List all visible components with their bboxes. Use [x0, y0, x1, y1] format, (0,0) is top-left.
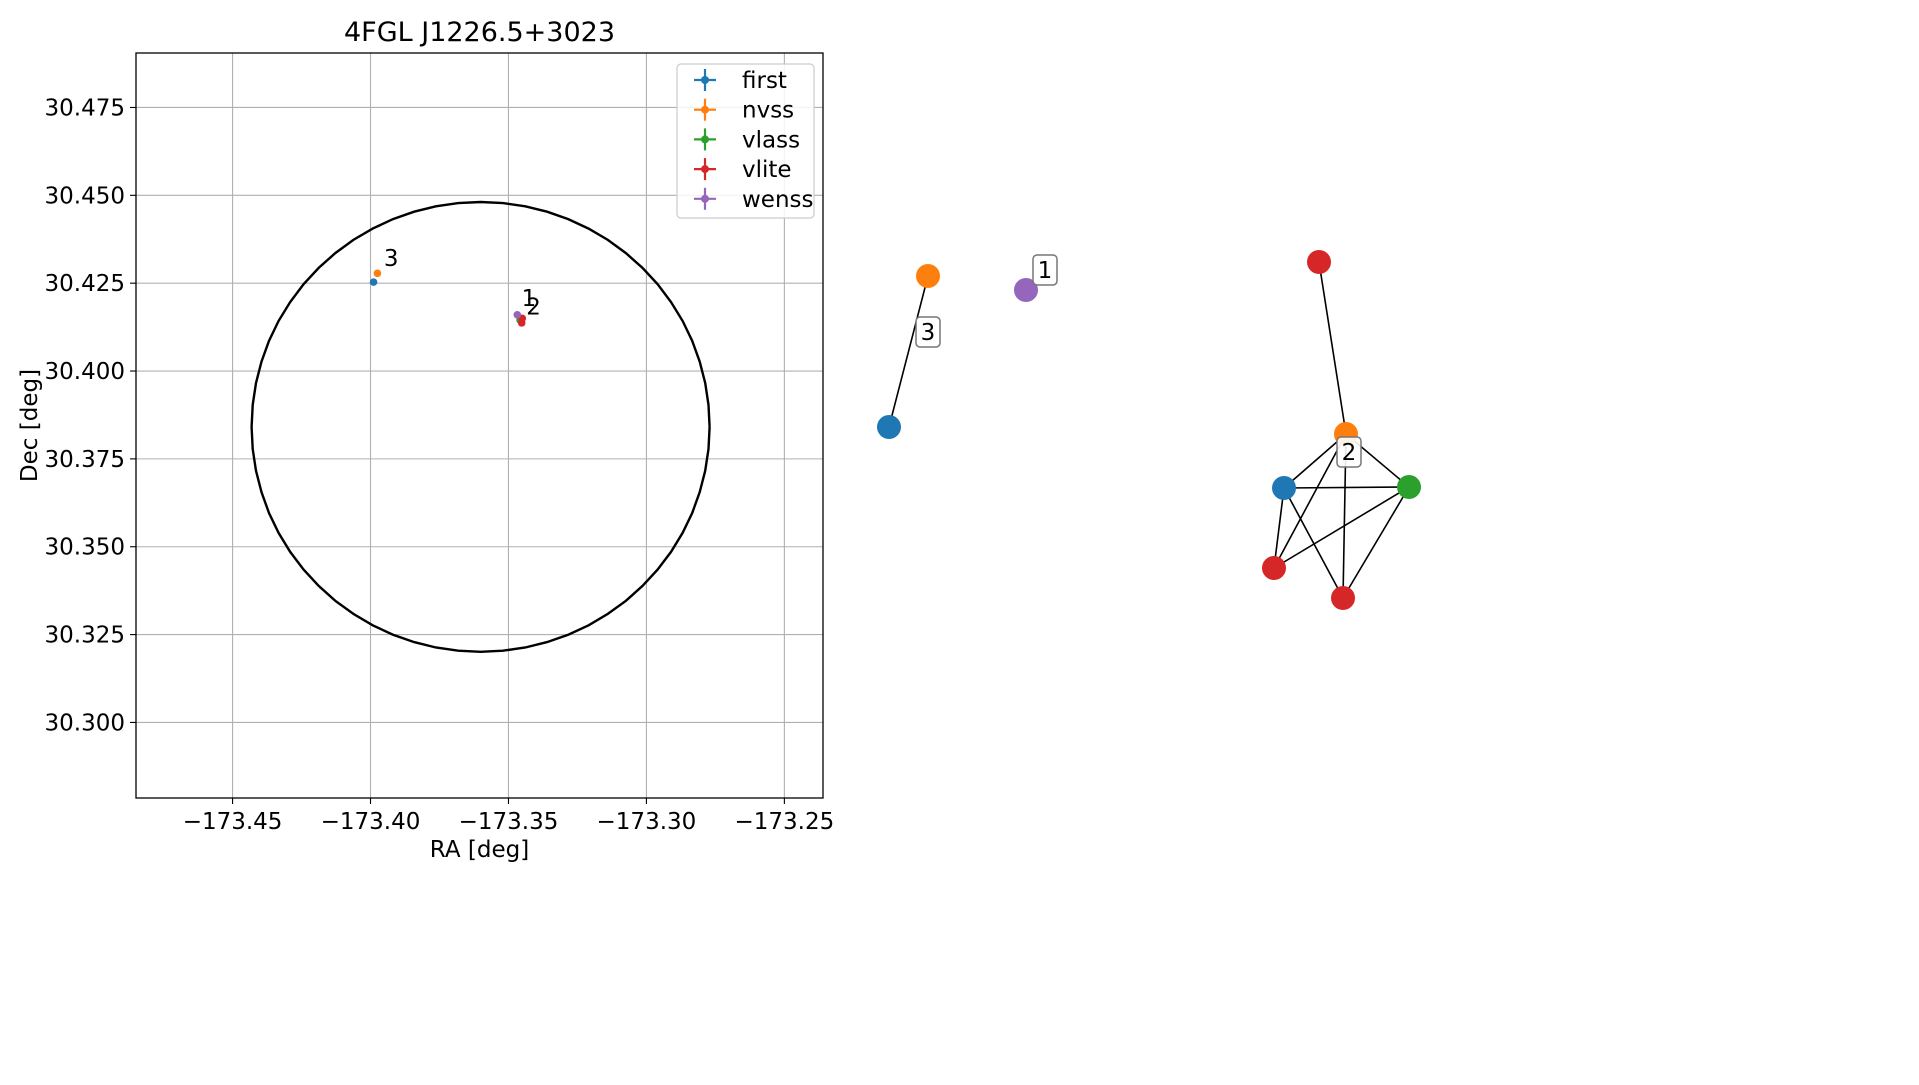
- graph-nodes: [877, 250, 1421, 610]
- graph-label: 2: [1342, 440, 1357, 466]
- graph-node: [1331, 586, 1355, 610]
- sky-position-plot: 312 −173.45 −173.40 −173.35 −173.30 −173.25 …: [17, 17, 834, 863]
- annotations: 3 12: [384, 246, 541, 320]
- annotation-label: 3: [384, 246, 399, 272]
- graph-labels: 3 1 2: [915, 254, 1362, 468]
- error-circle: [250, 200, 711, 654]
- x-tick-label: −173.25: [734, 809, 834, 835]
- point-nvss: [373, 269, 382, 278]
- grid-lines: [136, 53, 823, 798]
- y-tick-label: 30.475: [45, 95, 125, 121]
- y-tick-label: 30.400: [45, 359, 125, 385]
- graph-edge: [1273, 486, 1410, 569]
- legend-marker-nvss: [701, 105, 709, 114]
- graph-node: [877, 415, 901, 439]
- legend-box: [676, 63, 815, 219]
- graph-edge: [1273, 433, 1347, 569]
- graph-edge: [1318, 261, 1347, 435]
- graph-label: 1: [1038, 258, 1053, 284]
- x-tick-label: −173.35: [459, 809, 559, 835]
- x-ticks: −173.45 −173.40 −173.35 −173.30 −173.25: [183, 798, 834, 835]
- legend-marker-first: [701, 76, 709, 84]
- data-points: [369, 269, 527, 327]
- graph-label: 3: [921, 320, 936, 346]
- legend-label-wenss: wenss: [742, 187, 814, 213]
- graph-node: [1307, 250, 1331, 274]
- point-first: [369, 278, 378, 286]
- point-wenss: [513, 311, 522, 319]
- graph-edge: [1283, 486, 1410, 489]
- y-axis-label: Dec [deg]: [17, 369, 43, 482]
- y-tick-label: 30.325: [45, 623, 125, 649]
- legend-label-vlite: vlite: [742, 157, 792, 183]
- graph-edge: [1283, 487, 1344, 599]
- graph-label-box: [1336, 436, 1362, 468]
- y-tick-label: 30.425: [45, 271, 125, 297]
- graph-label-box: [915, 316, 941, 348]
- graph-label-box: [1032, 254, 1058, 286]
- y-tick-label: 30.375: [45, 447, 125, 473]
- legend-marker-vlite: [701, 165, 709, 174]
- graph-node: [916, 264, 940, 288]
- association-graph: 3 1 2: [877, 250, 1421, 610]
- legend-marker-vlass: [701, 135, 709, 144]
- y-tick-label: 30.350: [45, 535, 125, 561]
- y-ticks: 30.300 30.325 30.350 30.375 30.400 30.425 30.4…: [45, 95, 136, 736]
- annotation-label: 1: [522, 286, 537, 312]
- x-tick-label: −173.45: [183, 809, 283, 835]
- annotation-label: 2: [526, 294, 541, 320]
- legend-label-nvss: nvss: [742, 98, 794, 124]
- y-tick-label: 30.450: [45, 183, 125, 209]
- graph-edge: [1283, 433, 1347, 489]
- x-axis-label: RA [deg]: [430, 837, 529, 863]
- chart-title: 4FGL J1226.5+3023: [344, 17, 615, 48]
- x-tick-label: −173.30: [597, 809, 697, 835]
- y-tick-label: 30.300: [45, 710, 125, 736]
- graph-node: [1272, 476, 1296, 500]
- legend: first nvss vlass vlite wenss: [676, 63, 815, 219]
- plot-frame: [135, 52, 824, 799]
- graph-node: [1262, 556, 1286, 580]
- legend-label-vlass: vlass: [742, 127, 800, 153]
- legend-marker-wenss: [701, 194, 709, 203]
- error-ellipse-layer: [250, 200, 711, 654]
- graph-edges: [888, 261, 1410, 599]
- graph-edge: [1273, 487, 1285, 569]
- graph-edge: [888, 275, 929, 428]
- x-tick-label: −173.40: [321, 809, 421, 835]
- graph-edge: [1342, 486, 1410, 599]
- graph-node: [1014, 278, 1038, 302]
- graph-node: [1397, 475, 1421, 499]
- legend-label-first: first: [742, 68, 787, 94]
